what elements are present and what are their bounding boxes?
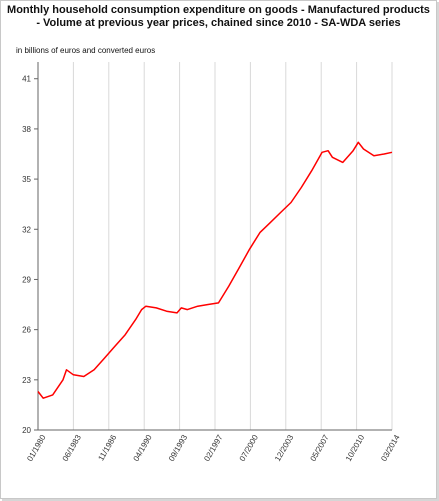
x-tick-label: 05/2007: [309, 433, 332, 463]
y-tick-label: 29: [22, 275, 31, 284]
y-tick-label: 35: [22, 175, 31, 184]
x-tick-label: 06/1983: [61, 433, 84, 463]
x-tick-label: 10/2010: [344, 433, 367, 463]
x-tick-label: 04/1990: [132, 433, 155, 463]
chart-title-line-1: Monthly household consumption expenditur…: [7, 4, 430, 16]
series-line: [37, 141, 393, 399]
frame-shadow-bottom: [2, 499, 439, 501]
x-tick-label: 09/1993: [167, 433, 190, 463]
y-tick-label: 32: [22, 225, 31, 234]
y-tick-label: 23: [22, 376, 31, 385]
x-tick-label: 01/1980: [25, 433, 48, 463]
x-tick-label: 07/2000: [238, 433, 261, 463]
chart-title: Monthly household consumption expenditur…: [0, 4, 437, 30]
chart-title-line-2: - Volume at previous year prices, chaine…: [36, 17, 401, 29]
x-tick-label: 03/2014: [379, 433, 402, 463]
x-tick-label: 12/2003: [273, 433, 296, 463]
y-tick-label: 20: [22, 426, 31, 435]
y-tick-label: 26: [22, 326, 31, 335]
x-tick-label: 11/1986: [96, 433, 118, 463]
y-tick-label: 41: [22, 75, 31, 84]
unit-label: in billions of euros and converted euros: [16, 46, 156, 55]
y-tick-label: 38: [22, 125, 31, 134]
x-tick-label: 02/1997: [202, 433, 225, 463]
frame-shadow-right: [437, 2, 439, 501]
